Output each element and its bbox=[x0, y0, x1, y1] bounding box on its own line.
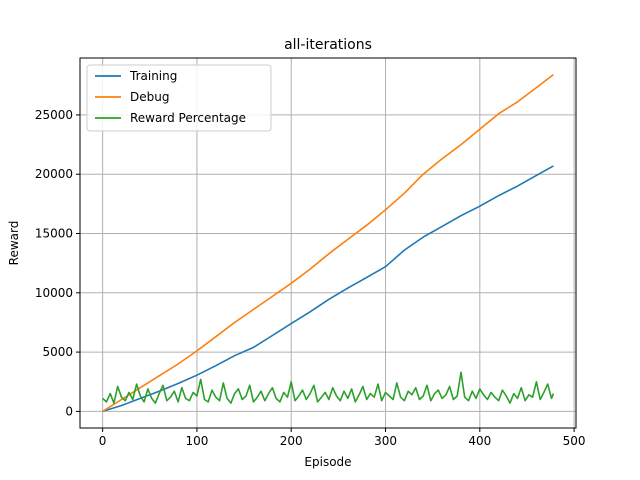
legend-box bbox=[86, 64, 272, 132]
x-tick-label: 500 bbox=[563, 434, 586, 448]
series-line-training bbox=[102, 165, 554, 413]
x-tick-label: 100 bbox=[185, 434, 208, 448]
y-tick-label: 5000 bbox=[42, 345, 73, 359]
x-tick-label: 200 bbox=[280, 434, 303, 448]
legend-label-training: Training bbox=[129, 69, 177, 83]
series-line-debug bbox=[102, 73, 554, 413]
y-tick-label: 0 bbox=[65, 404, 73, 418]
legend-label-reward-percentage: Reward Percentage bbox=[130, 111, 246, 125]
legend: Training Debug Reward Percentage bbox=[86, 64, 272, 132]
y-axis-label: Reward bbox=[7, 221, 21, 266]
series-layer bbox=[102, 73, 555, 413]
legend-label-debug: Debug bbox=[130, 90, 169, 104]
y-tick-label: 20000 bbox=[35, 167, 73, 181]
x-tick-label: 0 bbox=[99, 434, 107, 448]
axis-ticks: 0 100 200 300 400 500050001000015000200002500… bbox=[35, 108, 586, 448]
x-axis-label: Episode bbox=[304, 455, 351, 469]
chart-title: all-iterations bbox=[284, 37, 372, 53]
x-tick-label: 400 bbox=[468, 434, 491, 448]
x-tick-label: 300 bbox=[374, 434, 397, 448]
y-tick-label: 10000 bbox=[35, 286, 73, 300]
grid-lines bbox=[80, 58, 576, 428]
y-tick-label: 25000 bbox=[35, 108, 73, 122]
y-tick-label: 15000 bbox=[35, 227, 73, 241]
plot-frame bbox=[79, 57, 577, 429]
series-line-reward-percentage bbox=[102, 371, 555, 404]
